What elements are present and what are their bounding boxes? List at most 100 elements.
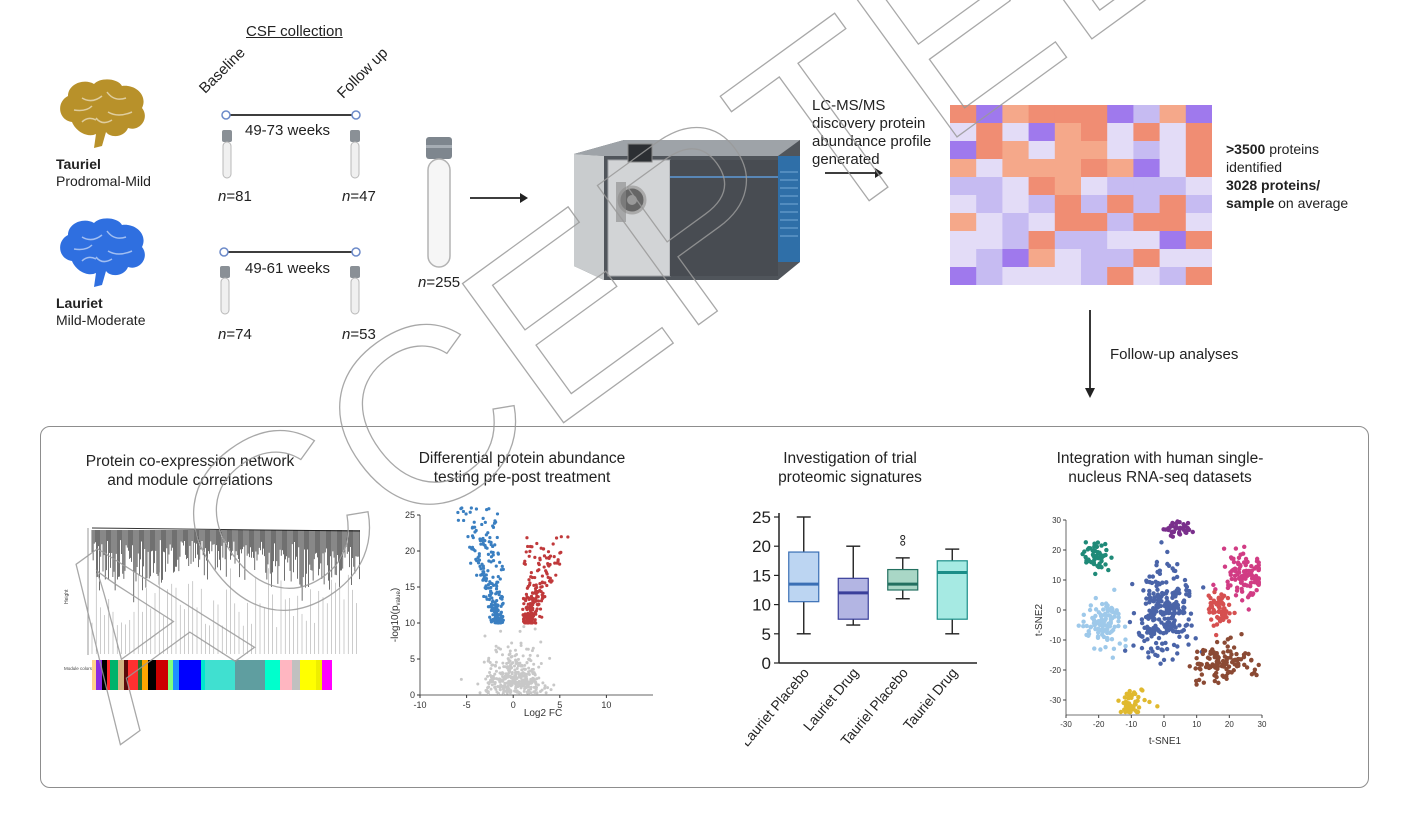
followup-label: Follow-up analyses xyxy=(1110,346,1239,363)
tsne-point xyxy=(1256,562,1261,568)
module-color-block xyxy=(280,660,292,690)
tsne-point xyxy=(1226,602,1232,608)
tsne-point xyxy=(1233,593,1239,598)
tsne-point xyxy=(1211,623,1216,628)
heatmap-cell xyxy=(1054,159,1082,178)
volcano-point xyxy=(533,627,537,631)
volcano-point xyxy=(487,507,491,511)
tsne-point xyxy=(1214,651,1219,656)
volcano-point xyxy=(525,605,529,609)
pooled-tube-icon xyxy=(426,137,452,268)
volcano-point xyxy=(519,641,523,645)
volcano-point xyxy=(496,621,500,625)
volcano-ytick-label: 0 xyxy=(410,690,415,700)
volcano-point xyxy=(506,665,510,669)
volcano-point xyxy=(508,649,512,653)
tsne-point xyxy=(1131,643,1136,648)
volcano-point xyxy=(522,689,526,693)
tsne-point xyxy=(1249,563,1254,569)
tsne-point xyxy=(1170,590,1175,596)
heatmap-cell xyxy=(1081,159,1108,178)
arrow-right-icon xyxy=(825,168,883,178)
brain-icon-lauriet xyxy=(60,218,145,287)
tsne-point xyxy=(1225,648,1231,654)
tsne-ylabel: t-SNE2 xyxy=(1034,603,1045,636)
tsne-point xyxy=(1186,527,1192,532)
tsne-point xyxy=(1167,609,1172,615)
volcano-point xyxy=(527,672,531,676)
tsne-point xyxy=(1147,574,1152,579)
volcano-point xyxy=(544,569,548,573)
tsne-point xyxy=(1223,660,1229,666)
volcano-point xyxy=(498,671,502,675)
lauriet-stage: Mild-Moderate xyxy=(56,312,146,328)
tsne-point xyxy=(1159,540,1164,545)
module-color-block xyxy=(156,660,168,690)
volcano-point xyxy=(461,509,466,514)
tsne-point xyxy=(1172,610,1178,616)
volcano-point xyxy=(539,546,543,550)
tsne-point xyxy=(1212,654,1217,660)
box-ytick-label: 20 xyxy=(752,537,771,556)
tsne-point xyxy=(1132,701,1138,707)
height-axis-label: Height xyxy=(64,589,70,604)
tsne-point xyxy=(1221,606,1226,612)
heatmap-cell xyxy=(1107,195,1134,214)
tsne-point xyxy=(1172,606,1177,611)
heatmap-cell xyxy=(976,267,1003,285)
tsne-point xyxy=(1161,657,1167,663)
tsne-point xyxy=(1249,658,1254,663)
arrow-down-icon xyxy=(1085,310,1095,398)
volcano-point xyxy=(483,539,487,543)
tsne-point xyxy=(1155,645,1160,651)
tsne-point xyxy=(1228,583,1233,588)
volcano-point xyxy=(531,646,535,650)
volcano-point xyxy=(536,654,540,658)
heatmap-cell xyxy=(1107,159,1134,178)
tsne-point xyxy=(1168,523,1174,528)
volcano-point xyxy=(530,575,535,580)
volcano-point xyxy=(528,581,532,585)
tsne-point xyxy=(1189,623,1194,628)
volcano-point xyxy=(520,683,524,687)
tsne-point xyxy=(1225,595,1231,601)
tsne-point xyxy=(1161,622,1167,627)
volcano-point xyxy=(549,688,553,692)
volcano-point xyxy=(495,608,499,612)
volcano-point xyxy=(530,681,534,685)
tsne-point xyxy=(1139,620,1145,626)
volcano-point xyxy=(540,615,544,619)
heatmap-cell xyxy=(1081,231,1108,250)
volcano-point xyxy=(476,682,480,686)
volcano-point xyxy=(462,518,466,523)
tsne-point xyxy=(1177,634,1182,639)
volcano-point xyxy=(491,550,495,555)
mass-spectrometer-icon xyxy=(574,140,800,280)
volcano-point xyxy=(510,662,514,666)
tsne-point xyxy=(1184,634,1190,640)
volcano-point xyxy=(548,576,552,580)
volcano-point xyxy=(530,591,535,595)
volcano-point xyxy=(481,570,485,574)
volcano-point xyxy=(486,586,491,590)
volcano-point xyxy=(503,677,507,681)
heatmap-cell xyxy=(1107,213,1134,232)
volcano-point xyxy=(534,583,538,587)
heatmap-cell xyxy=(1133,123,1161,142)
tsne-point xyxy=(1226,664,1232,669)
tsne-xtick-label: 0 xyxy=(1162,720,1167,729)
network-title: Protein co-expression network and module … xyxy=(85,453,295,489)
volcano-ytick-label: 10 xyxy=(405,618,415,628)
volcano-point xyxy=(535,677,539,681)
volcano-xtick-label: -10 xyxy=(413,700,426,710)
analysis-panel xyxy=(40,426,1369,788)
tsne-point xyxy=(1131,611,1137,616)
tsne-point xyxy=(1177,623,1182,628)
volcano-point xyxy=(542,554,547,558)
volcano-point xyxy=(491,583,496,587)
heatmap-cell xyxy=(950,249,977,268)
box-ytick-label: 10 xyxy=(752,596,771,615)
volcano-point xyxy=(491,559,496,563)
volcano-point xyxy=(470,534,475,538)
volcano-point xyxy=(492,521,497,525)
